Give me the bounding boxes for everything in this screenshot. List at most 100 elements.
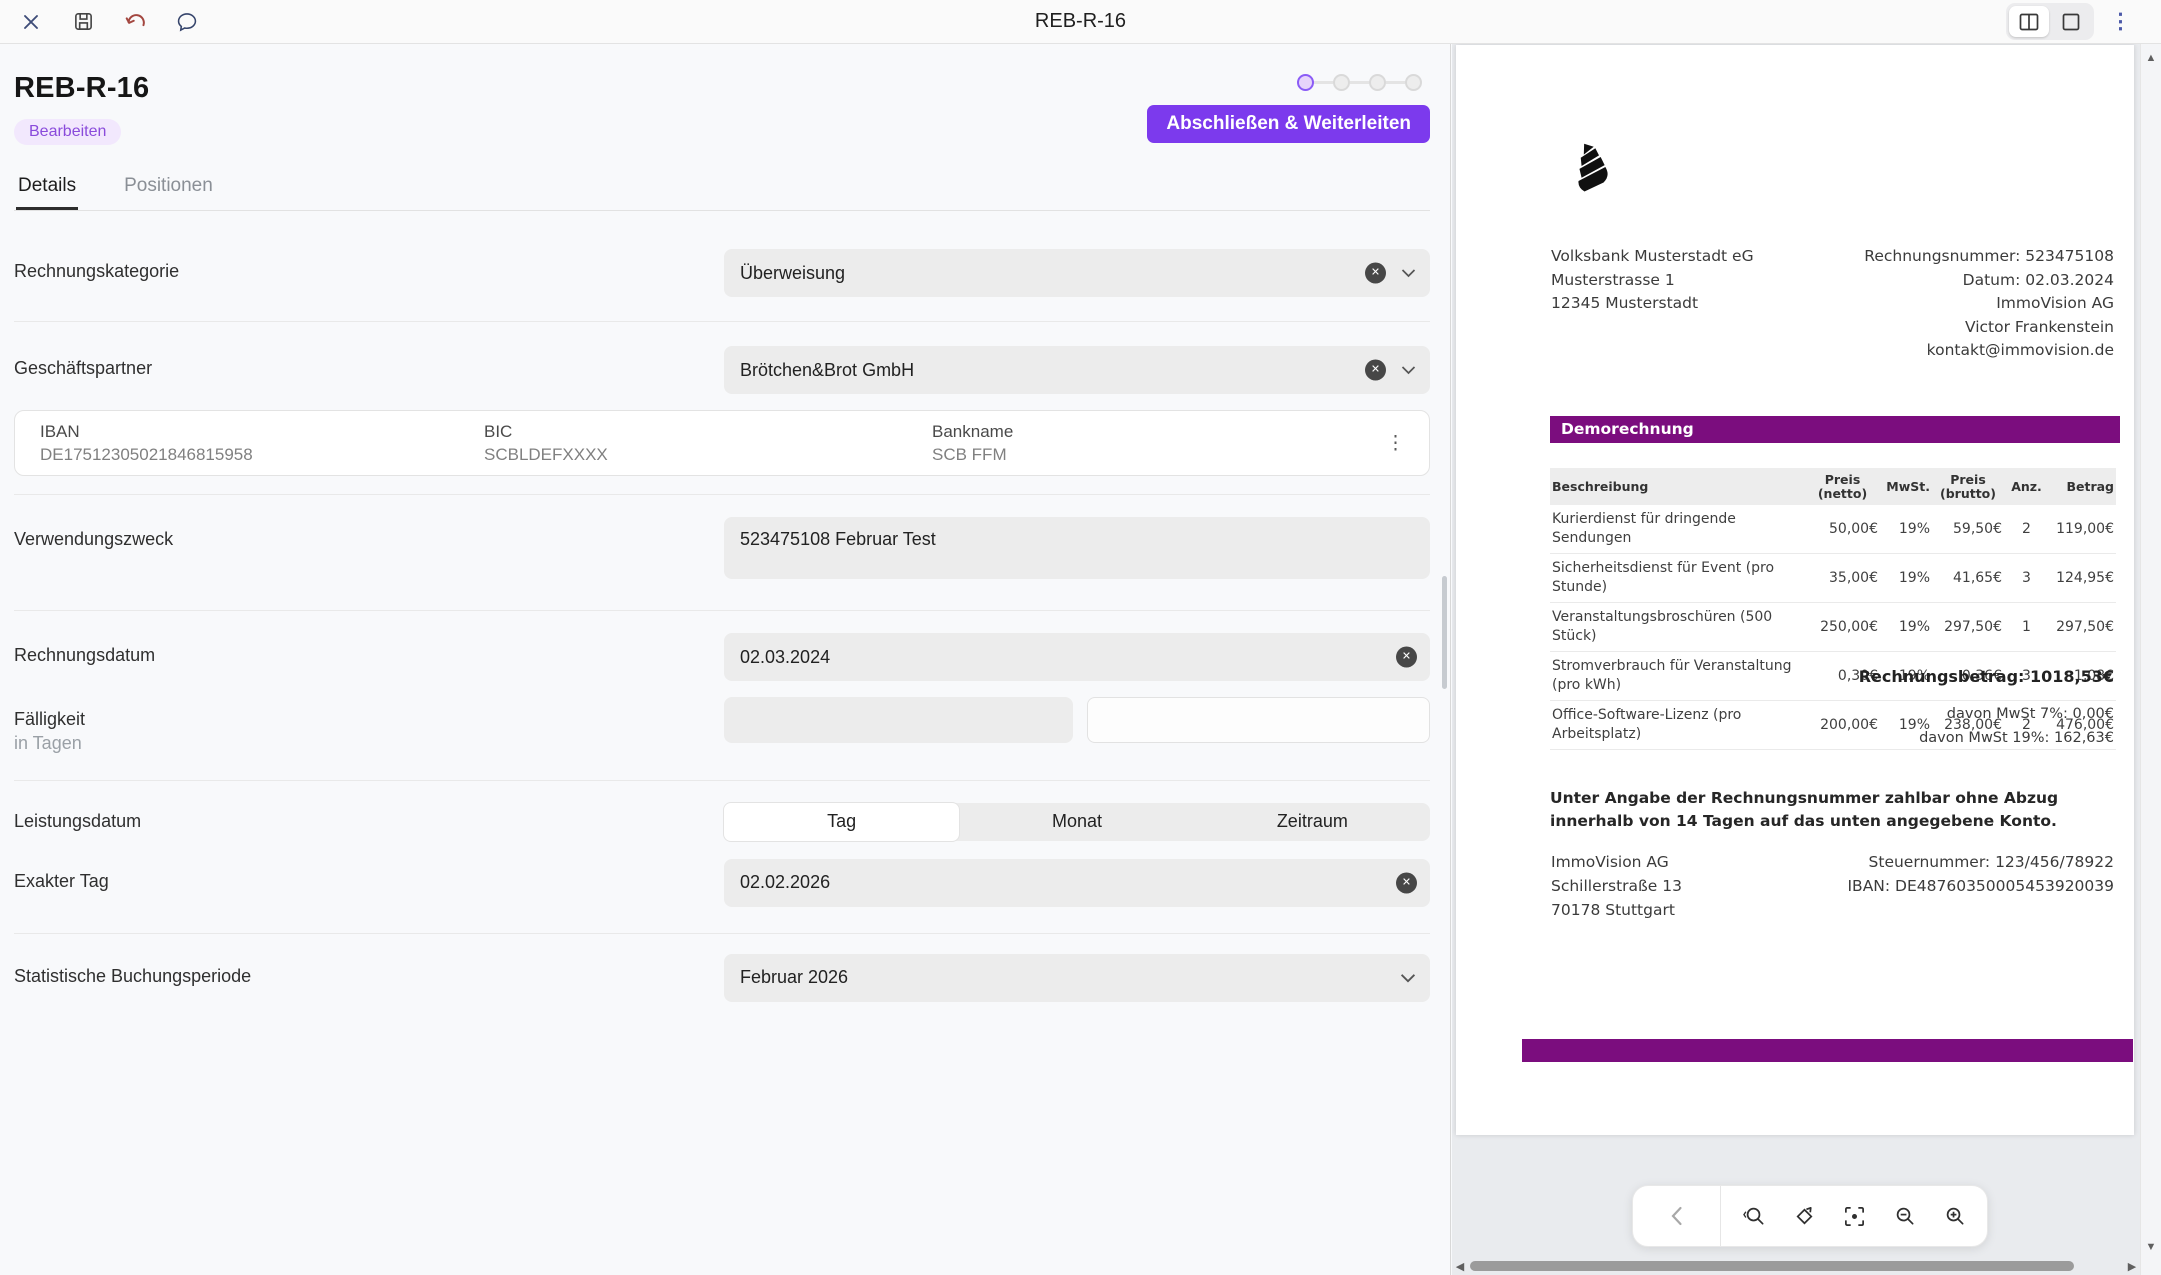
company-logo xyxy=(1568,141,1608,201)
search-icon xyxy=(1742,1207,1764,1225)
form-header: REB-R-16 Bearbeiten Abschließen & Weiter… xyxy=(14,72,1430,145)
chevron-down-icon[interactable] xyxy=(1401,269,1416,278)
divider xyxy=(14,779,1430,781)
geschaeftspartner-label: Geschäftspartner xyxy=(14,358,153,378)
complete-forward-button[interactable]: Abschließen & Weiterleiten xyxy=(1147,105,1430,143)
view-toggle-group xyxy=(2006,3,2094,40)
search-document-button[interactable] xyxy=(1737,1199,1771,1233)
document-title-bar: Demorechnung xyxy=(1550,416,2120,443)
divider xyxy=(14,610,1430,611)
rechnungskategorie-select[interactable]: Überweisung ✕ xyxy=(724,249,1430,297)
table-row: Sicherheitsdienst für Event (pro Stunde)… xyxy=(1550,554,2116,603)
topbar-right-actions: ⋮ xyxy=(2006,3,2161,40)
invoice-form-panel: REB-R-16 Bearbeiten Abschließen & Weiter… xyxy=(0,44,1451,1275)
buchungsperiode-select[interactable]: Februar 2026 xyxy=(724,953,1430,1002)
invoice-meta-block: Rechnungsnummer: 523475108 Datum: 02.03.… xyxy=(1864,247,2114,359)
chevron-left-icon xyxy=(1671,1206,1682,1226)
clear-icon[interactable]: ✕ xyxy=(1396,646,1417,668)
bankname-value: SCB FFM xyxy=(932,444,1007,464)
pdf-page: Volksbank Musterstadt eG Musterstrasse 1… xyxy=(1456,45,2134,1135)
exakter-tag-label: Exakter Tag xyxy=(14,870,109,891)
tab-positionen[interactable]: Positionen xyxy=(124,175,213,196)
pdf-toolbar xyxy=(1632,1185,1988,1247)
close-icon xyxy=(24,14,38,29)
iban-label: IBAN xyxy=(40,421,80,441)
split-view-icon xyxy=(2019,13,2039,30)
issuer-address-block: ImmoVision AG Schillerstraße 13 70178 St… xyxy=(1551,853,1682,919)
horizontal-scrollbar[interactable]: ◀ ▶ xyxy=(1452,1257,2140,1275)
horizontal-scrollbar-thumb[interactable] xyxy=(1470,1261,2074,1271)
save-icon xyxy=(74,13,92,30)
faelligkeit-days-input[interactable] xyxy=(1087,697,1430,743)
table-row: Stromverbrauch für Veranstaltung (pro kW… xyxy=(1550,652,2116,701)
step-2[interactable] xyxy=(1333,74,1350,91)
buchungsperiode-label: Statistische Buchungsperiode xyxy=(14,965,252,986)
page-title: REB-R-16 xyxy=(14,72,150,104)
scroll-up-arrow[interactable]: ▲ xyxy=(2145,52,2157,64)
scroll-down-arrow[interactable]: ▼ xyxy=(2145,1241,2157,1253)
scroll-left-arrow[interactable]: ◀ xyxy=(1455,1260,1465,1273)
close-button[interactable] xyxy=(18,9,44,35)
single-view-button[interactable] xyxy=(2051,6,2091,37)
segment-zeitraum[interactable]: Zeitraum xyxy=(1276,811,1348,832)
chevron-down-icon[interactable] xyxy=(1400,973,1416,983)
iban-value: DE17512305021846815958 xyxy=(40,444,253,464)
vertical-scrollbar[interactable]: ▲ ▼ xyxy=(2140,44,2161,1275)
bankname-label: Bankname xyxy=(932,421,1014,441)
divider xyxy=(14,494,1430,495)
bank-card-menu[interactable]: ⋮ xyxy=(1386,432,1405,454)
fit-to-screen-button[interactable] xyxy=(1837,1199,1871,1233)
verwendungszweck-label: Verwendungszweck xyxy=(14,529,174,549)
focus-icon xyxy=(1844,1206,1864,1226)
scroll-right-arrow[interactable]: ▶ xyxy=(2127,1260,2137,1273)
undo-button[interactable] xyxy=(122,9,148,35)
rotate-page-button[interactable] xyxy=(1787,1199,1821,1233)
rechnungsdatum-input[interactable] xyxy=(724,633,1430,681)
zoom-in-icon xyxy=(1946,1207,1964,1225)
divider xyxy=(14,932,1430,934)
step-1[interactable] xyxy=(1297,74,1314,91)
table-header-row: Beschreibung Preis (netto) MwSt. Preis (… xyxy=(1550,468,2116,505)
status-badge: Bearbeiten xyxy=(14,119,122,145)
zoom-in-button[interactable] xyxy=(1937,1199,1971,1233)
bic-label: BIC xyxy=(484,421,513,441)
pdf-footer-accent-bar xyxy=(1522,1039,2133,1062)
topbar: REB-R-16 ⋮ xyxy=(0,0,2161,44)
tab-details[interactable]: Details xyxy=(16,167,79,210)
table-row: Office-Software-Lizenz (pro Arbeitsplatz… xyxy=(1550,701,2116,750)
table-row: Veranstaltungsbroschüren (500 Stück) 250… xyxy=(1550,603,2116,652)
faelligkeit-date-input[interactable] xyxy=(724,697,1073,743)
faelligkeit-sublabel: in Tagen xyxy=(14,733,82,754)
clear-icon[interactable]: ✕ xyxy=(1365,359,1386,381)
form-scrollbar-thumb[interactable] xyxy=(1442,576,1447,689)
clear-icon[interactable]: ✕ xyxy=(1365,262,1386,284)
exakter-tag-input[interactable] xyxy=(724,858,1430,907)
previous-page-button[interactable] xyxy=(1633,1186,1721,1246)
bank-details-card: IBAN DE17512305021846815958 BIC SCBLDEFX… xyxy=(14,410,1430,476)
comment-button[interactable] xyxy=(174,9,200,35)
rotate-icon xyxy=(1796,1206,1812,1224)
leistungsdatum-label: Leistungsdatum xyxy=(14,810,142,831)
invoice-line-items-table: Beschreibung Preis (netto) MwSt. Preis (… xyxy=(1550,468,2116,750)
tab-bar: Details Positionen xyxy=(14,167,1430,211)
chevron-down-icon[interactable] xyxy=(1401,366,1416,375)
segment-tag[interactable]: Tag xyxy=(724,802,960,841)
step-3[interactable] xyxy=(1369,74,1386,91)
divider xyxy=(14,321,1430,322)
table-row: Kurierdienst für dringende Sendungen 50,… xyxy=(1550,505,2116,554)
more-options-menu[interactable]: ⋮ xyxy=(2110,10,2131,33)
zoom-out-button[interactable] xyxy=(1887,1199,1921,1233)
single-view-icon xyxy=(2062,13,2080,30)
split-view-button[interactable] xyxy=(2009,6,2049,37)
details-form: Rechnungskategorie Überweisung ✕ Geschäf… xyxy=(14,225,1430,1020)
verwendungszweck-textarea[interactable]: 523475108 Februar Test xyxy=(724,517,1430,579)
segment-monat[interactable]: Monat xyxy=(1051,811,1102,832)
invoice-total: Rechnungsbetrag: 1018,53€ xyxy=(1858,667,2114,686)
geschaeftspartner-select[interactable]: Brötchen&Brot GmbH ✕ xyxy=(724,346,1430,394)
leistungsdatum-segmented-control: Tag Monat Zeitraum xyxy=(724,802,1430,841)
payment-note: Unter Angabe der Rechnungsnummer zahlbar… xyxy=(1550,789,2059,830)
faelligkeit-label: Fälligkeit xyxy=(14,709,86,729)
clear-icon[interactable]: ✕ xyxy=(1396,872,1417,894)
save-button[interactable] xyxy=(70,9,96,35)
step-4[interactable] xyxy=(1405,74,1422,91)
